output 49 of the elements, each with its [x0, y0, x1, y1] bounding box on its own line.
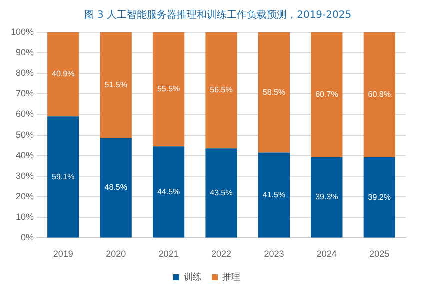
data-label: 39.2%: [368, 192, 391, 202]
data-label: 51.5%: [104, 80, 128, 90]
data-label: 60.8%: [368, 90, 391, 100]
legend-label: 训练: [184, 272, 202, 282]
bar: [152, 32, 185, 147]
y-tick-label: 0%: [21, 232, 34, 243]
data-label: 56.5%: [210, 86, 233, 95]
legend-label: 推理: [222, 272, 240, 282]
x-tick-label: 2022: [211, 249, 232, 260]
x-tick-label: 2020: [106, 249, 126, 260]
bar: [100, 138, 132, 238]
bar: [206, 32, 238, 149]
y-tick-label: 80%: [16, 68, 34, 78]
bar: [100, 32, 132, 138]
bar: [311, 32, 343, 158]
bar: [364, 32, 396, 158]
y-tick-label: 100%: [10, 26, 34, 37]
x-tick-label: 2021: [158, 249, 179, 260]
bar: [258, 32, 290, 153]
bar: [152, 146, 185, 238]
data-label: 60.7%: [316, 90, 338, 100]
bar: [258, 152, 290, 238]
data-label: 55.5%: [157, 84, 180, 94]
y-tick-label: 20%: [16, 192, 34, 202]
data-label: 44.5%: [157, 187, 180, 196]
x-tick-label: 2023: [264, 249, 284, 260]
data-label: 43.5%: [210, 188, 233, 198]
data-label: 40.9%: [52, 70, 75, 79]
y-tick-label: 40%: [16, 150, 34, 160]
y-tick-label: 70%: [16, 88, 34, 99]
x-tick-label: 2024: [316, 249, 337, 260]
bar: [311, 157, 343, 238]
data-label: 39.3%: [316, 192, 338, 202]
bar: [48, 32, 80, 117]
data-label: 58.5%: [262, 88, 286, 97]
bar: [48, 116, 80, 238]
data-label: 41.5%: [262, 190, 286, 200]
data-label: 48.5%: [104, 183, 128, 192]
y-tick-label: 60%: [16, 109, 34, 120]
x-tick-label: 2025: [370, 249, 390, 260]
y-tick-label: 90%: [16, 47, 34, 58]
bar: [206, 148, 238, 238]
bar: [364, 158, 396, 238]
y-tick-label: 30%: [16, 170, 34, 181]
x-tick-label: 2019: [53, 249, 74, 260]
data-label: 59.1%: [52, 172, 75, 182]
chart-title: 图 3 人工智能服务器推理和训练工作负载预测，2019-2025: [83, 8, 353, 22]
y-tick-label: 50%: [16, 130, 34, 140]
y-tick-label: 10%: [16, 212, 34, 222]
